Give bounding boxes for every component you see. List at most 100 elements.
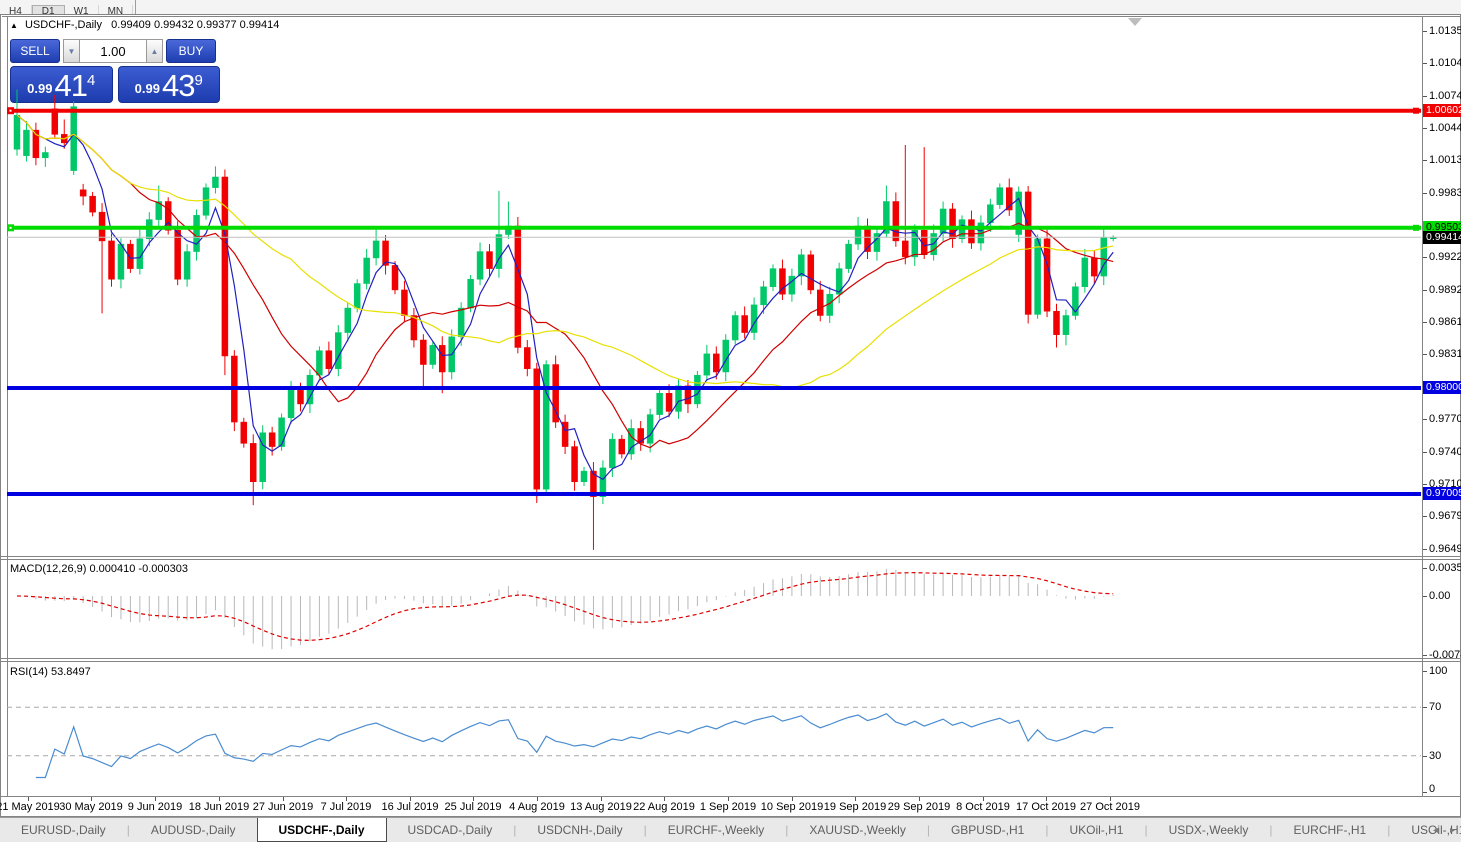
candle[interactable] — [278, 417, 285, 447]
timeframe-button-mn[interactable]: MN — [99, 5, 134, 19]
volume-increase-button[interactable]: ▲ — [146, 39, 163, 63]
candle[interactable] — [23, 129, 30, 156]
candle[interactable] — [353, 283, 361, 309]
candle[interactable] — [42, 152, 49, 159]
candle[interactable] — [401, 289, 408, 316]
chart-shift-marker-icon[interactable] — [1128, 18, 1142, 26]
candle[interactable] — [287, 389, 295, 419]
candle[interactable] — [892, 201, 900, 242]
candle[interactable] — [297, 389, 304, 405]
rsi-indicator-chart[interactable] — [7, 662, 1421, 795]
candle[interactable] — [212, 176, 219, 188]
candle[interactable] — [873, 233, 881, 252]
tab-ukoil-h1[interactable]: UKOil-,H1 — [1069, 823, 1124, 837]
candle[interactable] — [1024, 191, 1032, 315]
candle[interactable] — [769, 268, 777, 287]
tab-eurchf-h1[interactable]: EURCHF-,H1 — [1293, 823, 1367, 837]
candle[interactable] — [259, 432, 266, 482]
candle[interactable] — [420, 339, 427, 365]
macd-panel-divider[interactable] — [0, 658, 1461, 659]
candle[interactable] — [524, 347, 531, 370]
candle[interactable] — [495, 234, 503, 269]
timeframe-button-h4[interactable]: H4 — [0, 5, 32, 19]
volume-decrease-button[interactable]: ▼ — [63, 39, 80, 63]
candle[interactable] — [240, 421, 248, 444]
candle[interactable] — [911, 230, 918, 258]
volume-input[interactable]: 1.00 — [80, 39, 146, 63]
tab-eurchf-weekly[interactable]: EURCHF-,Weekly — [667, 823, 765, 837]
candle[interactable] — [1043, 238, 1051, 312]
candle[interactable] — [372, 240, 380, 259]
candle[interactable] — [363, 257, 370, 284]
candle[interactable] — [1006, 187, 1013, 211]
buy-button[interactable]: BUY — [166, 39, 216, 63]
candle[interactable] — [1053, 310, 1060, 335]
candle[interactable] — [221, 176, 229, 357]
candle[interactable] — [486, 251, 493, 269]
candle[interactable] — [713, 353, 720, 373]
candle[interactable] — [590, 470, 597, 497]
candle[interactable] — [1062, 315, 1070, 335]
buy-price-box[interactable]: 0.99 43 9 — [117, 66, 220, 103]
candle[interactable] — [628, 428, 635, 455]
candle[interactable] — [939, 208, 947, 234]
candle[interactable] — [835, 268, 843, 295]
tab-eurusd-daily[interactable]: EURUSD-,Daily — [21, 823, 106, 837]
candle[interactable] — [571, 446, 578, 482]
candle[interactable] — [467, 279, 474, 309]
candle[interactable] — [174, 230, 181, 280]
candle[interactable] — [779, 268, 786, 295]
line-right-handle[interactable] — [1413, 224, 1419, 231]
tab-xauusd-weekly[interactable]: XAUUSD-,Weekly — [809, 823, 906, 837]
candle[interactable] — [1100, 237, 1107, 277]
sell-price-box[interactable]: 0.99 41 4 — [10, 66, 113, 103]
tab-scroll-left-icon[interactable]: ◂ — [1432, 825, 1438, 836]
candle[interactable] — [845, 243, 852, 269]
candle[interactable] — [250, 443, 257, 482]
candle[interactable] — [883, 201, 890, 234]
candle[interactable] — [202, 187, 210, 216]
candle[interactable] — [703, 353, 711, 376]
candle[interactable] — [325, 350, 333, 370]
tab-usoil-h1[interactable]: USOil-,H1 — [1411, 823, 1461, 837]
candle[interactable] — [1034, 238, 1041, 315]
candle[interactable] — [70, 106, 77, 171]
tab-scroll-right-icon[interactable]: ▸ — [1449, 825, 1455, 836]
candle[interactable] — [268, 432, 276, 447]
candle[interactable] — [996, 187, 1004, 205]
candle[interactable] — [656, 393, 663, 415]
candle[interactable] — [79, 189, 87, 197]
candle[interactable] — [335, 332, 342, 370]
tab-usdcad-daily[interactable]: USDCAD-,Daily — [407, 823, 493, 837]
candle[interactable] — [155, 201, 162, 220]
tab-gbpusd-h1[interactable]: GBPUSD-,H1 — [950, 823, 1025, 837]
candle[interactable] — [750, 304, 758, 333]
candle[interactable] — [902, 240, 909, 258]
candle[interactable] — [164, 201, 172, 231]
candle[interactable] — [684, 385, 692, 405]
tab-usdx-weekly[interactable]: USDX-,Weekly — [1168, 823, 1249, 837]
chart-window[interactable] — [0, 14, 1461, 817]
candle[interactable] — [183, 251, 191, 280]
candle[interactable] — [457, 307, 465, 338]
candle[interactable] — [741, 315, 748, 333]
candle[interactable] — [798, 254, 805, 277]
timeframe-button-w1[interactable]: W1 — [65, 5, 99, 19]
tab-usdcnh-daily[interactable]: USDCNH-,Daily — [537, 823, 623, 837]
candle[interactable] — [817, 289, 824, 316]
macd-indicator-chart[interactable] — [7, 560, 1421, 657]
main-panel-divider[interactable] — [0, 556, 1461, 557]
candle[interactable] — [316, 350, 323, 376]
candle[interactable] — [807, 254, 815, 291]
candle[interactable] — [13, 114, 21, 150]
candle[interactable] — [788, 275, 796, 295]
candle[interactable] — [949, 208, 956, 240]
candle[interactable] — [646, 414, 654, 444]
tab-usdchf-daily[interactable]: USDCHF-,Daily — [256, 818, 387, 842]
candle[interactable] — [609, 438, 616, 469]
candle[interactable] — [760, 286, 767, 306]
candle[interactable] — [410, 315, 418, 341]
candle[interactable] — [1015, 191, 1022, 235]
candle[interactable] — [391, 265, 399, 291]
line-right-handle[interactable] — [1413, 107, 1419, 114]
